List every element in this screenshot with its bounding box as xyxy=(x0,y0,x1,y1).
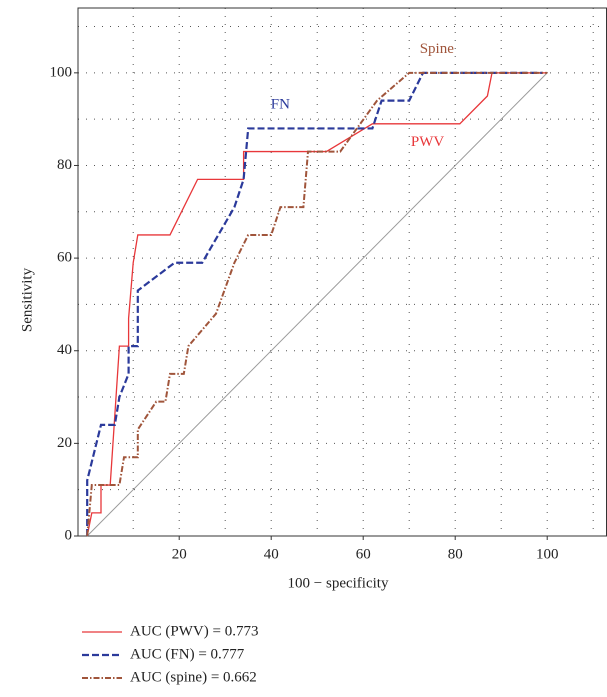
y-tick-label: 80 xyxy=(57,157,72,173)
y-tick-label: 40 xyxy=(57,342,72,358)
annotation: FN xyxy=(271,97,290,113)
annotation: Spine xyxy=(420,41,455,57)
legend-label: AUC (PWV) = 0.773 xyxy=(130,623,258,639)
x-tick-label: 40 xyxy=(264,546,279,562)
reference-line xyxy=(86,72,548,537)
x-tick-label: 80 xyxy=(448,546,463,562)
legend-label: AUC (spine) = 0.662 xyxy=(130,669,257,685)
y-axis-label: Sensitivity xyxy=(19,267,35,332)
annotation: PWV xyxy=(411,134,445,150)
x-axis-label: 100 − specificity xyxy=(288,575,389,591)
x-tick-label: 20 xyxy=(172,546,187,562)
legend-label: AUC (FN) = 0.777 xyxy=(130,646,245,662)
y-tick-label: 20 xyxy=(57,435,72,451)
x-tick-label: 60 xyxy=(356,546,371,562)
y-tick-label: 100 xyxy=(50,64,73,80)
x-tick-label: 100 xyxy=(536,546,559,562)
roc-line xyxy=(86,71,543,536)
y-tick-label: 60 xyxy=(57,250,72,266)
plot-frame xyxy=(77,7,607,537)
y-tick-label: 0 xyxy=(65,527,73,543)
